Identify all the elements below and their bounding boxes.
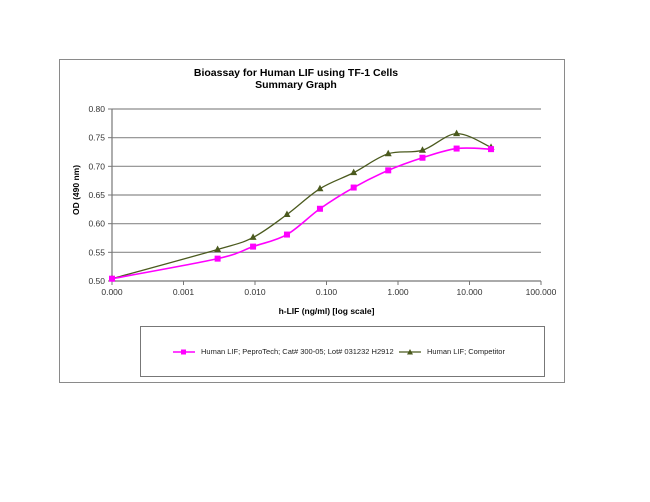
legend-label-peprotech: Human LIF; PeproTech; Cat# 300-05; Lot# … xyxy=(201,347,394,356)
x-axis-label: h-LIF (ng/ml) [log scale] xyxy=(278,306,375,316)
magenta-square-marker-icon xyxy=(173,349,195,354)
svg-text:0.65: 0.65 xyxy=(88,190,105,200)
svg-text:0.50: 0.50 xyxy=(88,276,105,286)
y-axis-label: OD (490 nm) xyxy=(71,164,81,216)
svg-text:10.000: 10.000 xyxy=(457,287,483,297)
legend-label-competitor: Human LIF; Competitor xyxy=(427,347,505,356)
svg-text:0.75: 0.75 xyxy=(88,133,105,143)
svg-text:0.001: 0.001 xyxy=(173,287,195,297)
svg-text:0.55: 0.55 xyxy=(88,247,105,257)
svg-text:0.010: 0.010 xyxy=(244,287,266,297)
svg-text:1.000: 1.000 xyxy=(387,287,409,297)
green-triangle-marker-icon xyxy=(399,348,421,354)
chart-title-line1: Bioassay for Human LIF using TF-1 Cells xyxy=(193,67,399,79)
svg-text:0.100: 0.100 xyxy=(316,287,338,297)
svg-text:100.000: 100.000 xyxy=(526,287,557,297)
chart-title: Bioassay for Human LIF using TF-1 Cells … xyxy=(0,67,650,91)
chart-title-line2: Summary Graph xyxy=(255,79,337,91)
legend-item-peprotech: Human LIF; PeproTech; Cat# 300-05; Lot# … xyxy=(173,347,394,356)
legend-item-competitor: Human LIF; Competitor xyxy=(399,347,505,356)
svg-text:0.60: 0.60 xyxy=(88,219,105,229)
svg-text:0.70: 0.70 xyxy=(88,161,105,171)
svg-text:0.000: 0.000 xyxy=(101,287,123,297)
svg-text:0.80: 0.80 xyxy=(88,104,105,114)
legend: Human LIF; PeproTech; Cat# 300-05; Lot# … xyxy=(140,326,545,377)
